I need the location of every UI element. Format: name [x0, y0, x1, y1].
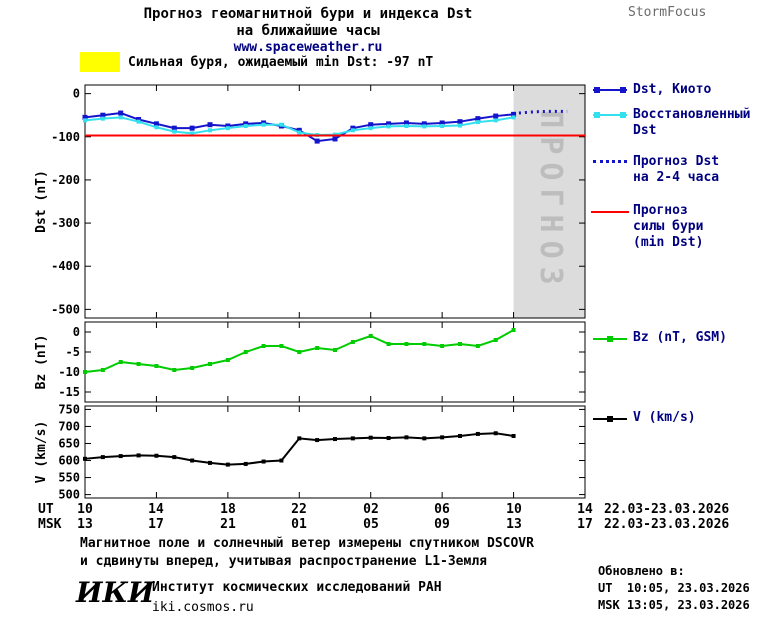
forecast-dst-dotted-line-icon — [593, 160, 627, 163]
svg-text:-200: -200 — [51, 173, 80, 187]
bz-legend-swatch — [593, 334, 627, 344]
bz-chart: 0 -5 -10 -15 Bz (nT) — [34, 321, 586, 403]
forecast-dst-legend-swatch — [593, 157, 627, 167]
dst-kyoto-marker-icon — [594, 87, 600, 93]
ut-tick-2: 18 — [220, 502, 236, 517]
ut-tick-3: 22 — [291, 502, 307, 517]
restored-dst-marker-icon — [594, 112, 600, 118]
msk-tick-4: 05 — [363, 517, 379, 532]
svg-text:V (km/s): V (km/s) — [34, 421, 49, 484]
msk-axis-label: MSK — [38, 517, 62, 532]
legend-restored-label-line2: Dst — [633, 123, 657, 138]
updated-label: Обновлено в: — [598, 564, 685, 578]
svg-text:-400: -400 — [51, 259, 80, 273]
legend-forecast-label-line1: Прогноз Dst — [633, 154, 720, 169]
v-legend-swatch — [593, 414, 627, 424]
svg-text:700: 700 — [58, 419, 80, 433]
instrument-info-line2: и сдвинуты вперед, учитывая распростране… — [80, 554, 487, 569]
legend-storm-label-line3: (min Dst) — [633, 235, 704, 250]
storm-level-swatch — [80, 52, 120, 72]
page-title-line2: на ближайшие часы — [236, 23, 380, 39]
iki-logo: ИКИ — [76, 576, 155, 609]
x-axis-ut-row: UT 10 14 18 22 02 06 10 14 22.03-23.03.2… — [0, 502, 760, 517]
ut-tick-6: 10 — [506, 502, 522, 517]
svg-text:-10: -10 — [58, 365, 80, 379]
svg-text:750: 750 — [58, 402, 80, 416]
svg-text:550: 550 — [58, 471, 80, 485]
msk-date-range: 22.03-23.03.2026 — [604, 517, 730, 532]
msk-tick-1: 17 — [148, 517, 164, 532]
svg-text:-500: -500 — [51, 302, 80, 316]
legend-bz-label: Bz (nT, GSM) — [633, 330, 727, 345]
brand-label: StormFocus — [628, 5, 707, 20]
dst-kyoto-marker-icon — [620, 87, 626, 93]
updated-ut-time: UT 10:05, 23.03.2026 — [598, 581, 750, 595]
x-axis-msk-row: MSK 13 17 21 01 05 09 13 17 22.03-23.03.… — [0, 517, 760, 532]
restored-dst-marker-icon — [620, 112, 626, 118]
institute-name: Институт космических исследований РАН — [152, 580, 442, 595]
svg-text:600: 600 — [58, 454, 80, 468]
ut-tick-5: 06 — [434, 502, 450, 517]
restored-dst-legend-swatch — [593, 110, 627, 120]
dst-chart: ПРОГНОЗ 0 -100 -200 -300 -400 -500 Dst (nT) — [34, 84, 586, 319]
v-chart: 750 700 650 600 550 500 V (km/s) — [34, 402, 586, 502]
svg-text:-300: -300 — [51, 216, 80, 230]
instrument-info-line1: Магнитное поле и солнечный ветер измерен… — [80, 536, 534, 551]
msk-tick-7: 17 — [577, 517, 593, 532]
iki-site-link[interactable]: iki.cosmos.ru — [152, 600, 254, 615]
svg-text:-15: -15 — [58, 385, 80, 399]
legend-forecast-label-line2: на 2-4 часа — [633, 170, 720, 185]
legend-v-label: V (km/s) — [633, 410, 696, 425]
svg-text:Dst (nT): Dst (nT) — [34, 170, 49, 233]
page-title: Прогноз геомагнитной бури и индекса Dst — [143, 6, 473, 22]
msk-tick-0: 13 — [77, 517, 93, 532]
restored-dst-line-icon — [593, 114, 627, 116]
ut-axis-label: UT — [38, 502, 54, 517]
spaceweather-site-link[interactable]: www.spaceweather.ru — [233, 40, 383, 55]
ut-tick-7: 14 — [577, 502, 593, 517]
v-marker-icon — [607, 416, 613, 422]
svg-text:0: 0 — [73, 87, 80, 101]
bz-marker-icon — [607, 336, 613, 342]
updated-msk-time: MSK 13:05, 23.03.2026 — [598, 598, 750, 612]
svg-text:Bz (nT): Bz (nT) — [34, 335, 49, 390]
ut-date-range: 22.03-23.03.2026 — [604, 502, 730, 517]
legend-storm-label-line1: Прогноз — [633, 203, 688, 218]
storm-level-legend-swatch — [591, 207, 629, 217]
ut-tick-4: 02 — [363, 502, 379, 517]
msk-tick-5: 09 — [434, 517, 450, 532]
dst-kyoto-legend-swatch — [593, 85, 627, 95]
storm-alert-text: Сильная буря, ожидаемый min Dst: -97 nT — [128, 55, 434, 70]
ut-tick-0: 10 — [77, 502, 93, 517]
legend-storm-label-line2: силы бури — [633, 219, 704, 234]
svg-text:500: 500 — [58, 488, 80, 502]
dst-kyoto-line-icon — [593, 89, 627, 91]
svg-text:ПРОГНОЗ: ПРОГНОЗ — [533, 110, 568, 292]
msk-tick-3: 01 — [291, 517, 307, 532]
storm-level-line-icon — [591, 211, 629, 213]
ut-tick-1: 14 — [148, 502, 164, 517]
msk-tick-2: 21 — [220, 517, 236, 532]
svg-text:650: 650 — [58, 436, 80, 450]
legend-restored-label-line1: Восстановленный — [633, 107, 751, 122]
svg-text:-5: -5 — [66, 345, 80, 359]
svg-text:0: 0 — [73, 325, 80, 339]
msk-tick-6: 13 — [506, 517, 522, 532]
legend-dst-kyoto-label: Dst, Киото — [633, 82, 712, 97]
svg-text:-100: -100 — [51, 130, 80, 144]
